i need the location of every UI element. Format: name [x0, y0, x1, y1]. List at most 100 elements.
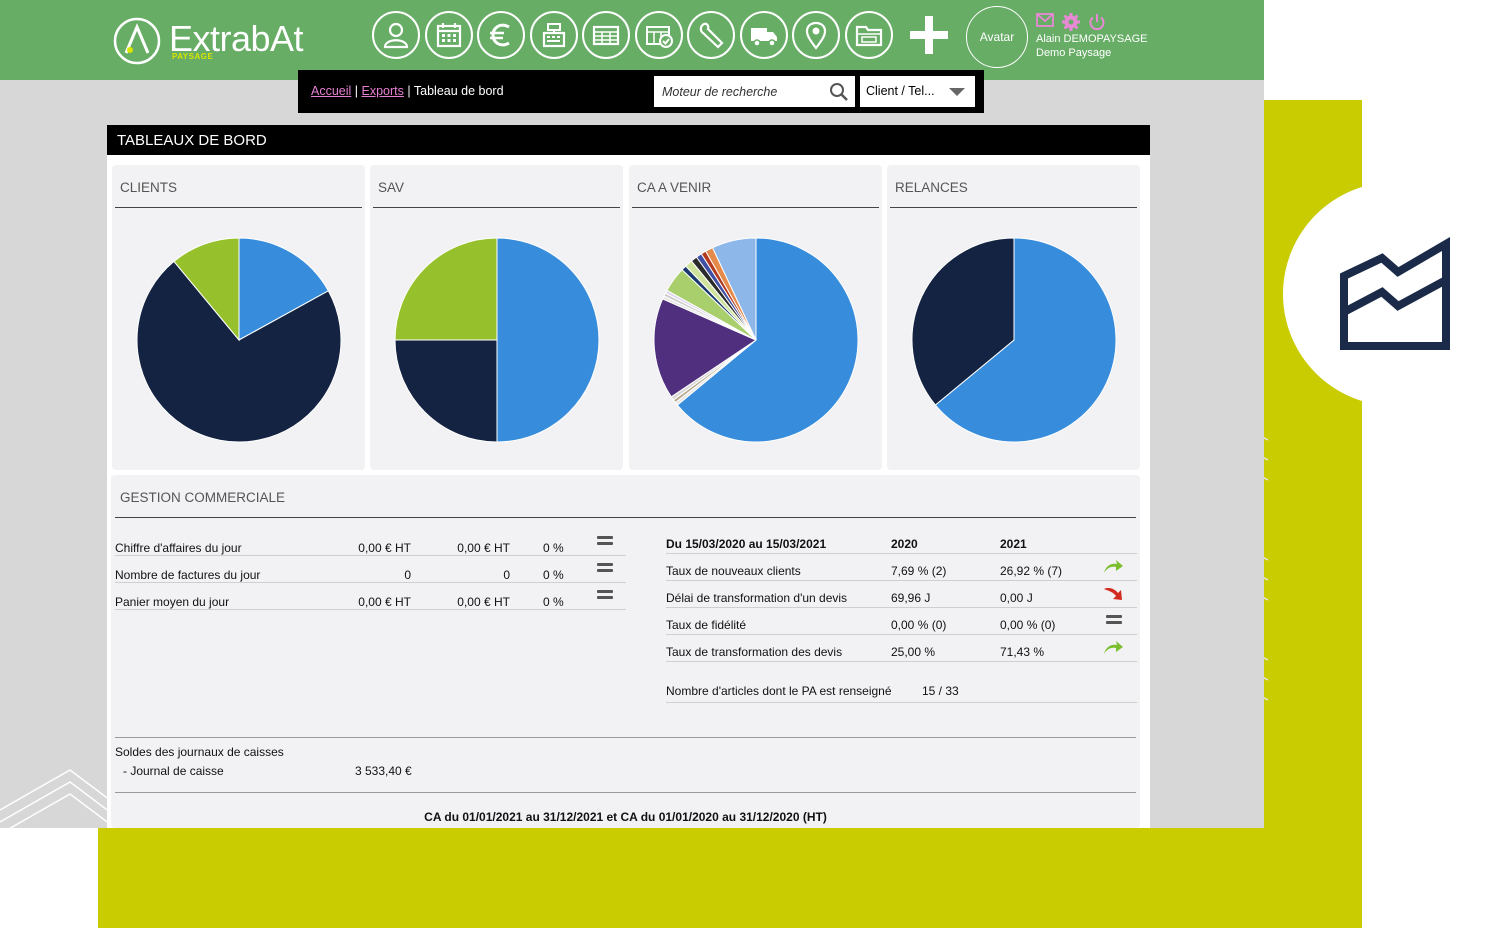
value-previous: 0,00 € HT: [457, 595, 510, 609]
user-company: Demo Paysage: [1036, 47, 1112, 59]
decorative-olive-footer: [98, 828, 1362, 928]
top-navigation-bar: ExtrabAt PAYSAGE: [0, 0, 1264, 80]
dashboard-title: TABLEAUX DE BORD: [107, 125, 1150, 155]
articles-row: Nombre d'articles dont le PA est renseig…: [666, 674, 1137, 703]
search-scope-select[interactable]: Client / Tel...: [860, 76, 975, 107]
row-label: Chiffre d'affaires du jour: [115, 541, 242, 555]
value-current: 0,00 € HT: [358, 541, 411, 555]
search-icon[interactable]: [829, 82, 849, 102]
sav-pie-chart[interactable]: [392, 235, 602, 445]
delivery-nav-button[interactable]: [740, 11, 788, 59]
trend-down-icon: [1104, 588, 1122, 600]
stats-label: Taux de transformation des devis: [666, 645, 843, 659]
pie-slice[interactable]: [394, 237, 498, 341]
finance-nav-button[interactable]: [477, 11, 525, 59]
relances-pie-chart[interactable]: [909, 235, 1119, 445]
dashboard-panel: TABLEAUX DE BORD CLIENTS SAV CA A VENIR …: [107, 125, 1150, 828]
sav-nav-button[interactable]: [687, 11, 735, 59]
card-divider: [115, 207, 362, 208]
trend-up-icon: [1104, 641, 1123, 654]
daily-row: Panier moyen du jour 0,00 € HT 0,00 € HT…: [115, 583, 626, 610]
clients-nav-button[interactable]: [372, 11, 420, 59]
search-input[interactable]: [654, 76, 814, 107]
card-title: CA A VENIR: [637, 180, 712, 195]
clients-card: CLIENTS: [112, 165, 365, 470]
euro-icon: [490, 23, 510, 47]
power-icon[interactable]: [1088, 13, 1106, 31]
dashboard-chart-icon: [1340, 237, 1450, 350]
stats-value-previous: 0,00 % (0): [891, 618, 947, 632]
card-divider: [632, 207, 879, 208]
folder-icon: [855, 25, 883, 47]
add-plus-icon[interactable]: [906, 12, 952, 58]
logo-name: ExtrabAt: [169, 18, 304, 59]
stats-value-current: 71,43 %: [1000, 645, 1045, 659]
card-divider: [890, 207, 1137, 208]
stats-label: Délai de transformation d'un devis: [666, 591, 848, 605]
pie-slice[interactable]: [136, 260, 342, 443]
pie-slice[interactable]: [711, 237, 757, 341]
planning-nav-button[interactable]: [425, 11, 473, 59]
daily-row: Nombre de factures du jour 0 0 0 %: [115, 556, 626, 583]
wrench-icon: [699, 22, 724, 49]
gestion-commerciale-section: GESTION COMMERCIALE Chiffre d'affaires d…: [111, 475, 1140, 828]
pie-slice[interactable]: [496, 237, 600, 443]
gear-icon[interactable]: [1062, 13, 1080, 31]
stats-year-previous: 2020: [891, 537, 918, 551]
table-icon: [592, 25, 620, 46]
breadcrumb-home-link[interactable]: Accueil: [311, 84, 352, 98]
search-scope-value: Client / Tel...: [866, 84, 935, 98]
clients-pie-chart[interactable]: [134, 235, 344, 445]
pie-slice[interactable]: [653, 298, 758, 398]
equal-icon: [597, 535, 613, 547]
soldes-title: Soldes des journaux de caisses: [115, 745, 284, 759]
card-divider: [373, 207, 620, 208]
ca-a-venir-card: CA A VENIR: [629, 165, 882, 470]
files-nav-button[interactable]: [845, 11, 893, 59]
articles-label: Nombre d'articles dont le PA est renseig…: [666, 684, 892, 698]
mail-icon[interactable]: [1036, 13, 1054, 27]
breadcrumb-bar: Accueil | Exports | Tableau de bord Clie…: [298, 70, 984, 113]
journal-value: 3 533,40 €: [355, 764, 412, 778]
decorative-corner-lines: [0, 769, 110, 828]
articles-value: 15 / 33: [922, 684, 959, 698]
pie-slice[interactable]: [173, 237, 240, 342]
search-box: [654, 76, 855, 107]
value-percent: 0 %: [543, 568, 564, 582]
breadcrumb-separator: |: [407, 84, 411, 98]
pie-slice[interactable]: [911, 237, 1015, 406]
user-avatar[interactable]: Avatar: [966, 6, 1028, 68]
decorative-circle: [1283, 182, 1507, 406]
sav-card: SAV: [370, 165, 623, 470]
stats-value-previous: 25,00 %: [891, 645, 936, 659]
journal-label: - Journal de caisse: [123, 764, 224, 778]
stats-header-row: Du 15/03/2020 au 15/03/2021 2020 2021: [666, 527, 1137, 554]
documents-nav-button[interactable]: [582, 11, 630, 59]
stats-value-previous: 69,96 J: [891, 591, 931, 605]
map-pin-icon: [805, 21, 827, 50]
pie-slice[interactable]: [394, 339, 498, 443]
cash-register-nav-button[interactable]: [530, 11, 578, 59]
pie-slice[interactable]: [934, 237, 1117, 443]
stats-row: Taux de nouveaux clients 7,69 % (2) 26,9…: [666, 554, 1137, 581]
equal-icon: [597, 589, 613, 601]
value-current: 0: [404, 568, 411, 582]
interventions-nav-button[interactable]: [635, 11, 683, 59]
breadcrumb-separator: |: [354, 84, 359, 98]
map-nav-button[interactable]: [792, 11, 840, 59]
card-title: SAV: [378, 180, 405, 195]
equal-icon: [1106, 614, 1122, 626]
breadcrumb: Accueil | Exports | Tableau de bord: [311, 84, 504, 98]
stats-value-current: 0,00 % (0): [1000, 618, 1056, 632]
pie-slice[interactable]: [238, 237, 330, 341]
equal-icon: [597, 562, 613, 574]
pie-slice[interactable]: [676, 237, 859, 443]
user-actions: [1036, 13, 1106, 31]
trend-up-icon: [1104, 560, 1123, 573]
ca-a-venir-pie-chart[interactable]: [651, 235, 861, 445]
logo-icon: [113, 17, 161, 65]
breadcrumb-exports-link[interactable]: Exports: [361, 84, 404, 98]
section-divider: [115, 737, 1136, 738]
cash-register-icon: [542, 23, 566, 48]
